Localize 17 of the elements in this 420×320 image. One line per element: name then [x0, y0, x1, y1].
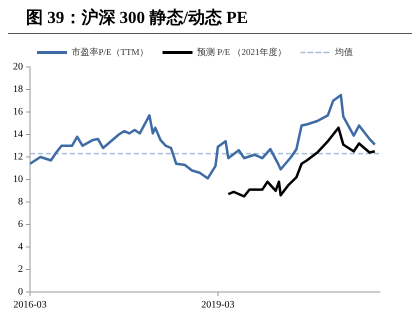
- y-tick-label: 20: [13, 62, 23, 73]
- y-tick-label: 2: [18, 264, 23, 276]
- y-tick-label: 10: [13, 174, 23, 186]
- x-tick-label: 2019-03: [201, 300, 235, 311]
- chart-title: 图 39：沪深 300 静态/动态 PE: [8, 0, 412, 34]
- y-tick-label: 4: [18, 242, 23, 253]
- x-tick-label: 2016-03: [13, 300, 47, 311]
- legend-label: 市盈率P/E（TTM）: [72, 46, 149, 57]
- legend-label: 预测 P/E （2021年度）: [197, 46, 287, 57]
- y-tick-label: 6: [18, 219, 23, 230]
- y-tick-label: 12: [13, 152, 23, 163]
- legend-label: 均值: [334, 46, 353, 57]
- y-tick-label: 8: [18, 196, 23, 208]
- y-tick-label: 16: [13, 106, 23, 118]
- y-tick-label: 0: [18, 286, 23, 298]
- y-tick-label: 18: [13, 84, 23, 96]
- y-tick-label: 14: [13, 129, 23, 140]
